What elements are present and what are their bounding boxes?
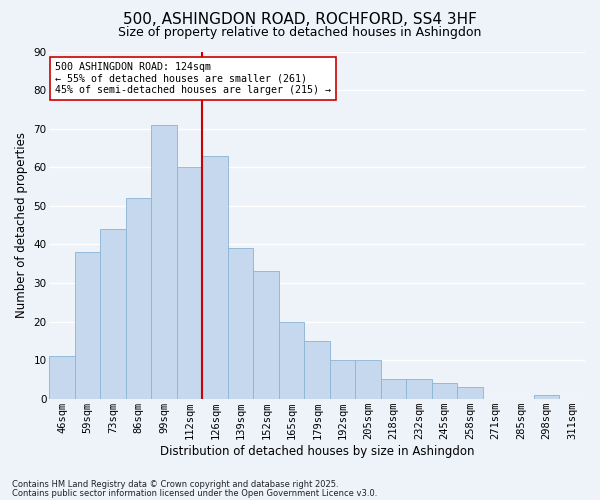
Bar [534,395,559,398]
Bar [49,356,75,399]
Text: Contains public sector information licensed under the Open Government Licence v3: Contains public sector information licen… [12,488,377,498]
Bar [177,167,202,398]
Bar [304,341,330,398]
Bar [330,360,355,399]
X-axis label: Distribution of detached houses by size in Ashingdon: Distribution of detached houses by size … [160,444,475,458]
Bar [457,387,483,398]
Bar [100,229,126,398]
Bar [432,383,457,398]
Bar [406,380,432,398]
Bar [355,360,381,399]
Bar [151,125,177,398]
Bar [126,198,151,398]
Text: Contains HM Land Registry data © Crown copyright and database right 2025.: Contains HM Land Registry data © Crown c… [12,480,338,489]
Bar [202,156,228,398]
Bar [381,380,406,398]
Text: 500, ASHINGDON ROAD, ROCHFORD, SS4 3HF: 500, ASHINGDON ROAD, ROCHFORD, SS4 3HF [123,12,477,28]
Bar [228,248,253,398]
Text: 500 ASHINGDON ROAD: 124sqm
← 55% of detached houses are smaller (261)
45% of sem: 500 ASHINGDON ROAD: 124sqm ← 55% of deta… [55,62,331,95]
Bar [253,272,279,398]
Text: Size of property relative to detached houses in Ashingdon: Size of property relative to detached ho… [118,26,482,39]
Y-axis label: Number of detached properties: Number of detached properties [15,132,28,318]
Bar [75,252,100,398]
Bar [279,322,304,398]
